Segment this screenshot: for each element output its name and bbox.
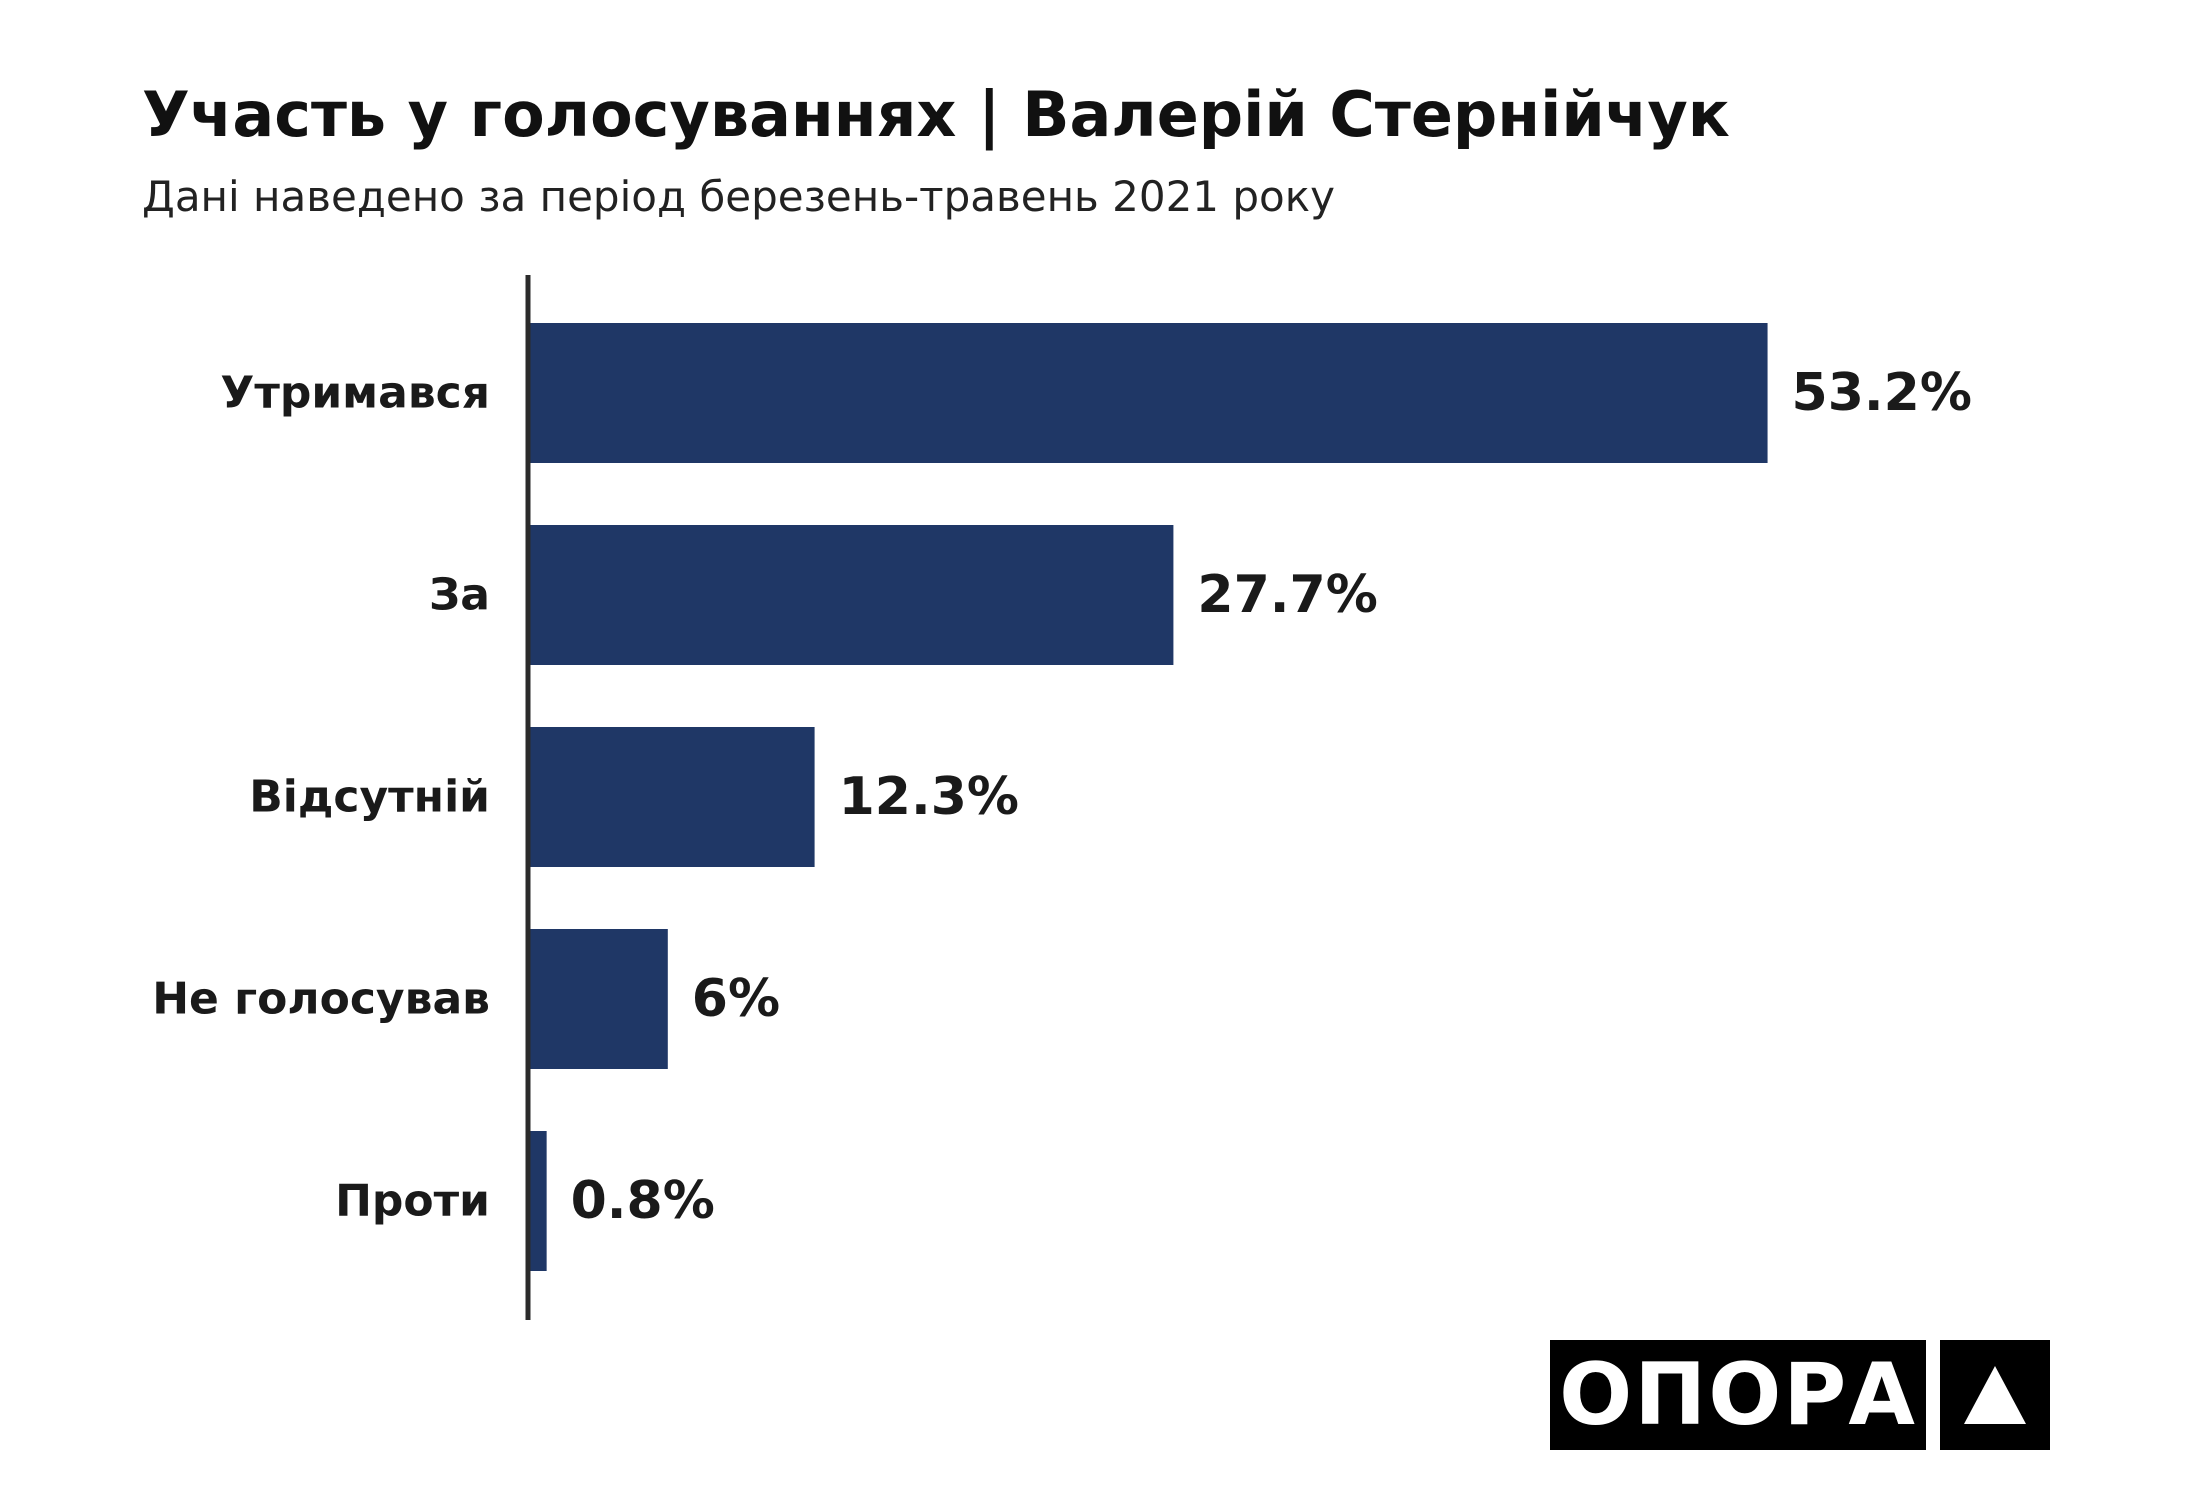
category-label: Утримався xyxy=(220,368,490,419)
bar xyxy=(528,525,1174,665)
triangle-icon xyxy=(1940,1340,2050,1450)
bar xyxy=(528,1131,547,1271)
category-label: Проти xyxy=(335,1176,490,1227)
bar xyxy=(528,727,815,867)
bar xyxy=(528,929,668,1069)
value-label: 27.7% xyxy=(1197,565,1377,625)
value-label: 6% xyxy=(692,969,780,1029)
category-label: Не голосував xyxy=(152,974,490,1025)
value-label: 0.8% xyxy=(571,1171,715,1231)
opora-logo: ОПОРА xyxy=(1550,1340,2050,1450)
bar xyxy=(528,323,1768,463)
value-label: 12.3% xyxy=(839,767,1019,827)
chart-title: Участь у голосуваннях | Валерій Стернійч… xyxy=(142,78,1730,151)
category-label: Відсутній xyxy=(249,772,490,823)
category-label: За xyxy=(429,570,490,621)
logo-wordmark: ОПОРА xyxy=(1550,1340,1926,1450)
value-label: 53.2% xyxy=(1792,363,1972,423)
chart-subtitle: Дані наведено за період березень-травень… xyxy=(142,172,1335,221)
